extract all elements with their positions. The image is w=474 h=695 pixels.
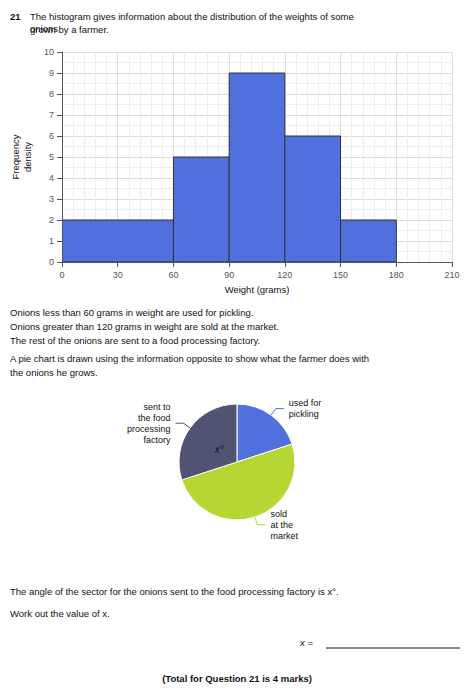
svg-text:grown by a farmer.: grown by a farmer.	[30, 24, 109, 35]
svg-text:7: 7	[49, 110, 54, 120]
svg-text:0: 0	[49, 257, 54, 267]
svg-text:at the: at the	[270, 520, 293, 530]
svg-text:180: 180	[389, 270, 404, 280]
svg-text:Onions greater than 120 grams: Onions greater than 120 grams in weight …	[10, 321, 279, 332]
svg-text:2: 2	[49, 215, 54, 225]
svg-text:the onions he grows.: the onions he grows.	[10, 367, 98, 378]
svg-text:6: 6	[49, 131, 54, 141]
svg-text:(Total for Question 21 is 4 ma: (Total for Question 21 is 4 marks)	[162, 673, 312, 684]
svg-text:sent to: sent to	[144, 402, 171, 412]
svg-text:5: 5	[49, 152, 54, 162]
svg-text:market: market	[270, 531, 298, 541]
svg-text:Work out the value of x.: Work out the value of x.	[10, 608, 110, 619]
svg-text:factory: factory	[144, 435, 172, 445]
svg-text:processing: processing	[127, 424, 171, 434]
svg-text:used for: used for	[289, 398, 322, 408]
svg-text:The histogram gives informatio: The histogram gives information about th…	[30, 11, 356, 22]
svg-text:90: 90	[224, 270, 234, 280]
svg-text:4: 4	[49, 173, 54, 183]
svg-text:21: 21	[10, 11, 21, 22]
svg-text:120: 120	[277, 270, 292, 280]
svg-text:sold: sold	[270, 509, 287, 519]
svg-text:9: 9	[49, 68, 54, 78]
svg-text:The angle of the sector for th: The angle of the sector for the onions s…	[10, 586, 339, 597]
svg-text:Frequency: Frequency	[10, 134, 21, 179]
svg-text:60: 60	[168, 270, 178, 280]
svg-text:pickling: pickling	[289, 409, 319, 419]
svg-text:3: 3	[49, 194, 54, 204]
svg-text:0: 0	[59, 270, 64, 280]
svg-text:x =: x =	[299, 637, 313, 648]
svg-text:The rest of the onions are sen: The rest of the onions are sent to a foo…	[10, 335, 260, 346]
svg-text:A pie chart is drawn using the: A pie chart is drawn using the informati…	[10, 353, 369, 364]
svg-text:8: 8	[49, 89, 54, 99]
svg-text:the food: the food	[138, 413, 171, 423]
svg-text:x°: x°	[214, 444, 224, 455]
svg-text:210: 210	[444, 270, 459, 280]
svg-text:30: 30	[113, 270, 123, 280]
svg-text:10: 10	[44, 47, 54, 57]
svg-text:1: 1	[49, 236, 54, 246]
svg-text:Onions less than 60 grams in w: Onions less than 60 grams in weight are …	[10, 307, 253, 318]
svg-text:150: 150	[333, 270, 348, 280]
svg-text:density: density	[22, 142, 33, 172]
svg-text:Weight (grams): Weight (grams)	[225, 284, 290, 295]
